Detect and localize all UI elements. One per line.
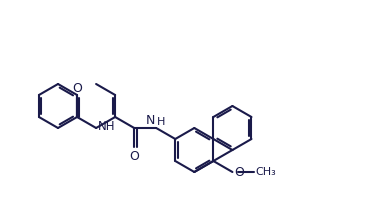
Text: NH: NH [98,120,116,134]
Text: CH₃: CH₃ [256,167,277,177]
Text: O: O [234,166,244,179]
Text: O: O [72,82,82,95]
Text: N: N [146,114,155,127]
Text: H: H [157,117,166,127]
Text: O: O [129,150,139,163]
